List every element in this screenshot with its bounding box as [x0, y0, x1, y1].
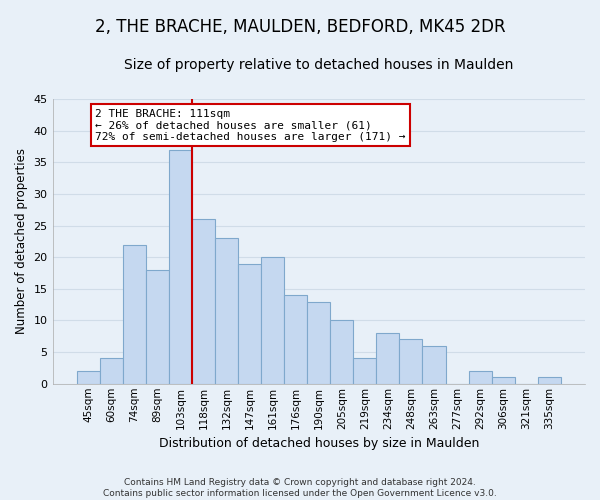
X-axis label: Distribution of detached houses by size in Maulden: Distribution of detached houses by size … [158, 437, 479, 450]
Text: Contains HM Land Registry data © Crown copyright and database right 2024.
Contai: Contains HM Land Registry data © Crown c… [103, 478, 497, 498]
Bar [400, 340, 422, 384]
Bar [422, 346, 446, 384]
Bar [146, 270, 169, 384]
Bar [353, 358, 376, 384]
Bar [330, 320, 353, 384]
Bar [100, 358, 123, 384]
Text: 2, THE BRACHE, MAULDEN, BEDFORD, MK45 2DR: 2, THE BRACHE, MAULDEN, BEDFORD, MK45 2D… [95, 18, 505, 36]
Bar [215, 238, 238, 384]
Bar [77, 371, 100, 384]
Bar [261, 257, 284, 384]
Bar [238, 264, 261, 384]
Bar [307, 302, 330, 384]
Text: 2 THE BRACHE: 111sqm
← 26% of detached houses are smaller (61)
72% of semi-detac: 2 THE BRACHE: 111sqm ← 26% of detached h… [95, 108, 406, 142]
Bar [491, 378, 515, 384]
Y-axis label: Number of detached properties: Number of detached properties [15, 148, 28, 334]
Bar [169, 150, 192, 384]
Bar [123, 244, 146, 384]
Bar [469, 371, 491, 384]
Bar [192, 220, 215, 384]
Title: Size of property relative to detached houses in Maulden: Size of property relative to detached ho… [124, 58, 514, 71]
Bar [376, 333, 400, 384]
Bar [538, 378, 561, 384]
Bar [284, 295, 307, 384]
